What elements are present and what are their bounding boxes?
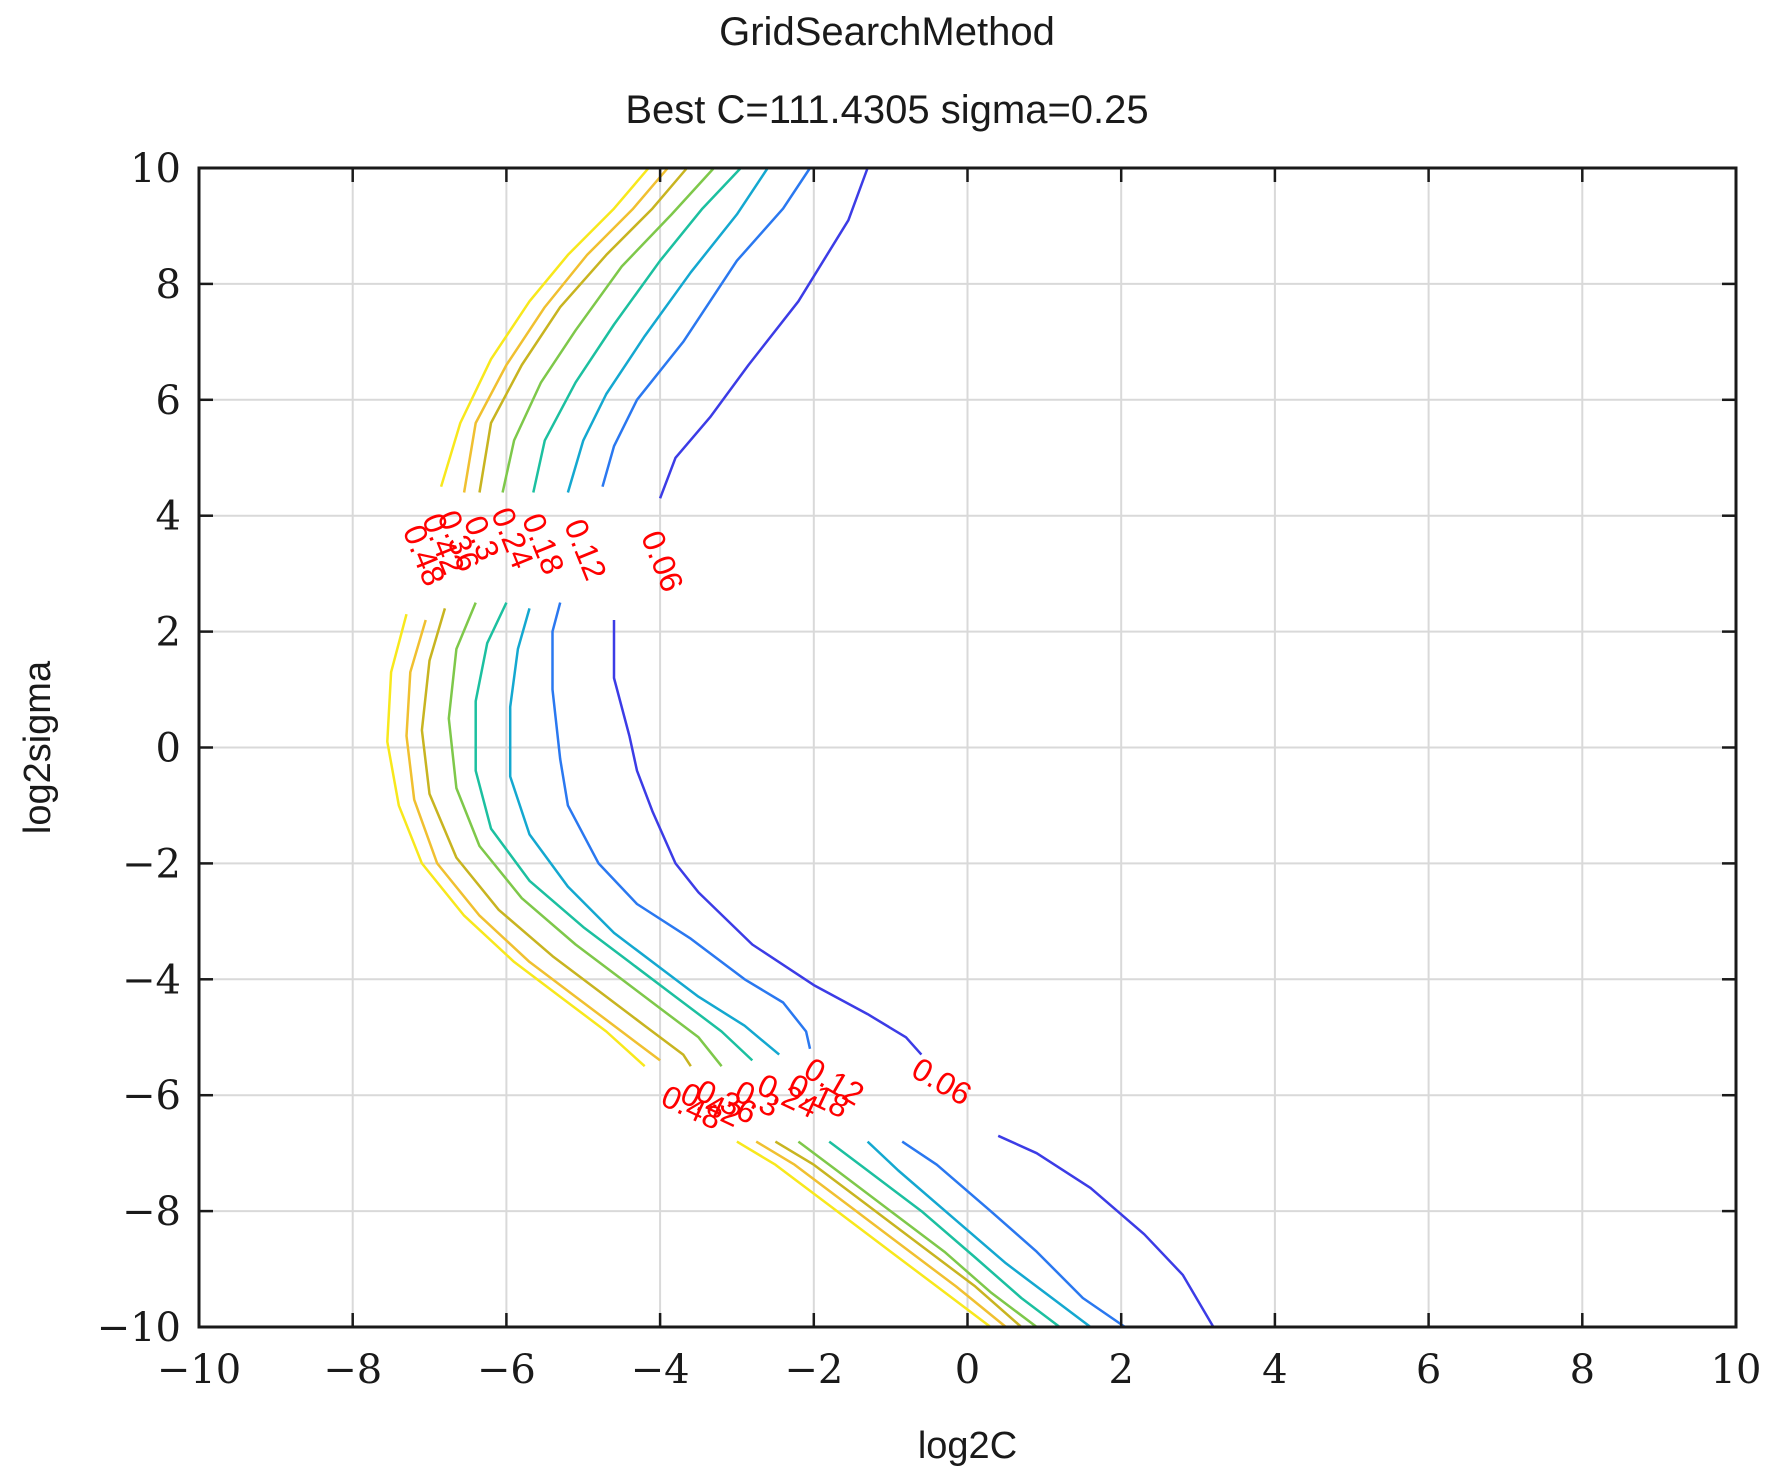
y-tick-label: −2: [122, 841, 181, 887]
contour-lines: [386, 167, 1215, 1329]
x-tick-label: 2: [1108, 1347, 1133, 1393]
contour-line-0.24: [474, 602, 754, 1062]
chart-subtitle: Best C=111.4305 sigma=0.25: [625, 88, 1149, 132]
contour-line-0.42: [462, 167, 669, 493]
x-tick-label: −2: [784, 1347, 843, 1393]
contour-line-0.24: [532, 167, 742, 493]
contour-line-0.36: [478, 167, 688, 493]
contour-line-0.06: [612, 620, 923, 1056]
x-tick-label: 4: [1262, 1347, 1287, 1393]
contour-line-0.18: [508, 608, 781, 1056]
contour-line-0.48: [736, 1140, 992, 1328]
contour-line-0.42: [405, 619, 661, 1062]
y-tick-label: 2: [156, 610, 181, 656]
y-tick-label: −4: [122, 957, 181, 1003]
y-tick-label: 4: [156, 494, 181, 540]
contour-line-0.12: [601, 167, 812, 488]
contour-line-0.12: [901, 1140, 1126, 1329]
x-tick-label: 8: [1570, 1347, 1595, 1393]
x-tick-label: 10: [1711, 1347, 1762, 1393]
y-tick-label: −6: [122, 1073, 181, 1119]
contour-line-0.18: [566, 167, 769, 493]
y-tick-label: 10: [130, 146, 181, 192]
contour-line-0.36: [420, 608, 692, 1067]
x-tick-label: 0: [955, 1347, 980, 1393]
y-tick-label: 6: [156, 378, 181, 424]
contour-line-0.42: [755, 1140, 1007, 1328]
contour-line-0.48: [386, 613, 646, 1068]
y-axis-label: log2sigma: [17, 660, 59, 834]
grid: [199, 168, 1736, 1327]
contour-line-0.36: [774, 1140, 1023, 1328]
x-tick-label: −6: [477, 1347, 536, 1393]
y-tick-label: −10: [97, 1305, 181, 1351]
chart-title: GridSearchMethod: [719, 10, 1055, 54]
contour-line-0.48: [439, 167, 650, 488]
contour-label-0.06: 0.06: [634, 525, 691, 596]
y-tick-label: −8: [122, 1189, 181, 1235]
contour-labels: 0.060.060.120.120.180.180.240.240.30.30.…: [396, 502, 978, 1137]
x-tick-label: −4: [631, 1347, 690, 1393]
contour-line-0.12: [551, 602, 812, 1050]
contour-line-0.06: [997, 1134, 1215, 1328]
contour-line-0.3: [447, 602, 723, 1067]
y-tick-label: 8: [156, 262, 181, 308]
contour-line-0.24: [828, 1140, 1061, 1328]
contour-line-0.3: [501, 167, 715, 493]
contour-line-0.06: [658, 167, 869, 499]
x-axis-label: log2C: [918, 1425, 1017, 1467]
y-tick-label: 0: [156, 726, 181, 772]
axis-ticks: −10 −8 −6 −4 −2 0 2 4 6 8 10 −10 −8 −6 −4 −2 0 2 4 6 8 10: [97, 146, 1762, 1393]
x-tick-label: −8: [323, 1347, 382, 1393]
contour-line-0.3: [797, 1140, 1038, 1328]
x-tick-label: −10: [157, 1347, 241, 1393]
x-tick-label: 6: [1416, 1347, 1441, 1393]
contour-line-0.18: [866, 1140, 1092, 1328]
